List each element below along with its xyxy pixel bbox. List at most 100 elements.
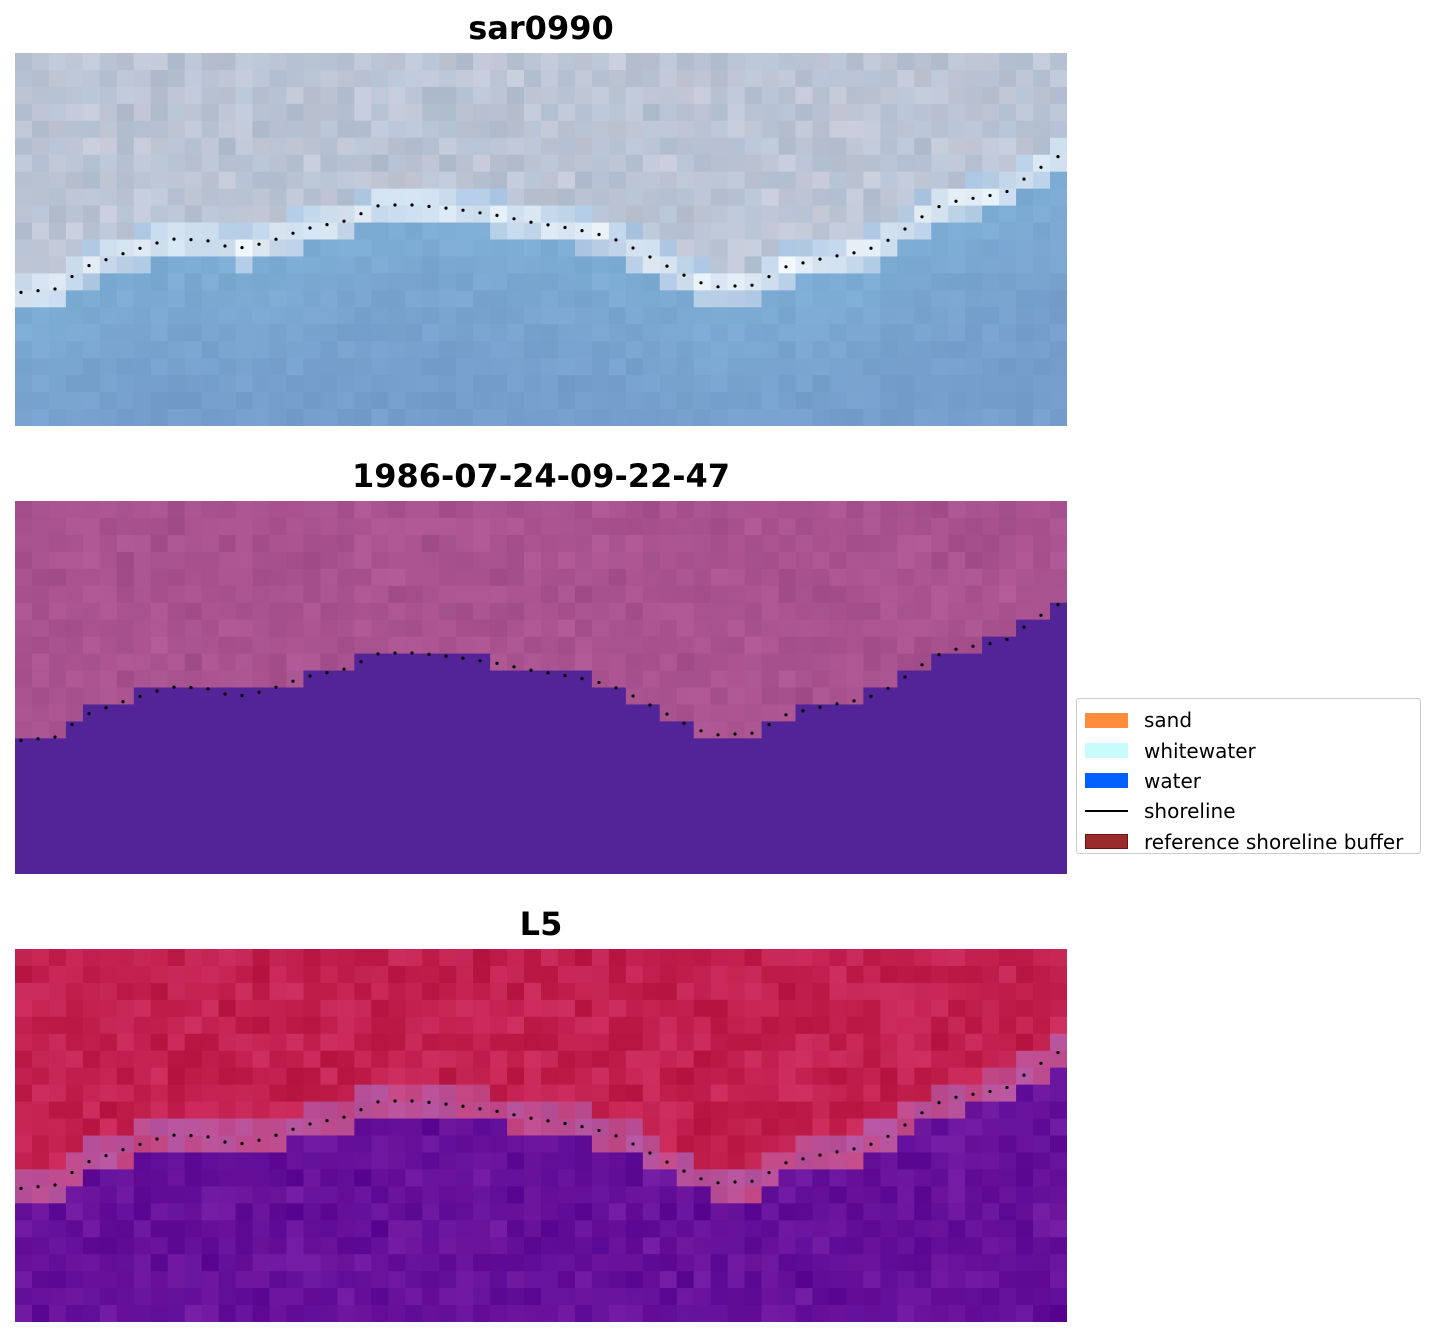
shoreline-point [529,220,533,224]
shoreline-point [291,1127,295,1131]
shoreline-point [597,680,601,685]
legend-item-water: water [1085,766,1412,796]
shoreline-point [835,702,839,706]
shoreline-point [308,226,312,230]
shoreline-point [393,651,397,655]
shoreline-point [699,1177,703,1181]
shoreline-point [801,709,805,713]
legend-label: shoreline [1144,799,1236,824]
legend-item-whitewater: whitewater [1085,735,1412,765]
shoreline-line-swatch [1085,810,1128,813]
shoreline-point [546,223,550,227]
shoreline-point [818,257,822,261]
shoreline-point [512,1113,516,1117]
shoreline-point [308,674,312,678]
shoreline-point [155,241,159,245]
shoreline-point [1039,165,1043,169]
shoreline-point [529,1116,533,1120]
shoreline-point [444,654,448,658]
shoreline-point [512,665,516,669]
raster-pixels [15,949,1067,1322]
shoreline-point [563,1121,567,1126]
shoreline-point [223,1140,227,1144]
shoreline-point [427,204,431,208]
shoreline-point [70,1170,74,1175]
shoreline-point [223,244,227,248]
shoreline-point [631,694,635,698]
shoreline-point [580,677,584,681]
shoreline-point [104,258,108,262]
shoreline-point [308,1122,312,1126]
shoreline-point [172,685,176,689]
shoreline-point [138,694,142,698]
shoreline-point [835,1150,839,1154]
shoreline-point [410,1099,414,1103]
shoreline-point [886,238,890,242]
shoreline-point [172,237,176,241]
shoreline-point [359,212,363,216]
shoreline-point [1039,1061,1043,1065]
shoreline-point [87,1160,91,1164]
shoreline-point [104,1154,108,1158]
shoreline-point [240,1142,244,1146]
shoreline-point [818,705,822,709]
shoreline-point [189,1134,193,1138]
shoreline-point [19,290,23,294]
shoreline-point [1005,637,1009,642]
shoreline-point [1039,613,1043,617]
shoreline-point [155,1137,159,1141]
shoreline-point [750,1179,754,1183]
shoreline-point [852,251,856,255]
shoreline-point [903,1123,907,1127]
panel-title-satellite: L5 [519,905,563,943]
classified-image [15,501,1067,874]
shoreline-point [206,687,210,691]
panel-title-date: 1986-07-24-09-22-47 [351,457,731,495]
shoreline-point [1056,603,1060,607]
shoreline-point [937,1101,941,1105]
shoreline-point [597,1128,601,1133]
shoreline-point [971,644,975,648]
shoreline-point [971,196,975,200]
shoreline-point [1022,1073,1026,1077]
shoreline-point [563,673,567,678]
shoreline-point [138,246,142,250]
index-raster [15,949,1067,1322]
shoreline-point [172,1133,176,1137]
shoreline-point [954,199,958,203]
shoreline-point [988,193,992,198]
shoreline-point [19,738,23,742]
shoreline-point [36,737,40,741]
shoreline-point [784,1161,788,1165]
shoreline-point [716,1181,720,1185]
shoreline-point [495,1109,499,1113]
shoreline-point [665,712,669,716]
shoreline-point [716,733,720,737]
shoreline-point [546,1119,550,1123]
legend-item-buffer: reference shoreline buffer [1085,827,1412,857]
shoreline-point [852,699,856,703]
shoreline-point [376,652,380,656]
sar-rgb-image [15,53,1067,426]
shoreline-point [1056,1051,1060,1055]
shoreline-point [325,1119,329,1123]
shoreline-point [767,723,771,727]
shoreline-point [274,685,278,689]
shoreline-point [580,229,584,233]
shoreline-point [206,1135,210,1139]
shoreline-point [138,1142,142,1146]
shoreline-point [614,1134,618,1138]
water-swatch [1085,773,1128,789]
shoreline-point [359,1108,363,1112]
shoreline-point [920,1111,924,1115]
shoreline-point [1005,1085,1009,1090]
buffer-swatch [1085,834,1128,850]
shoreline-point [682,1169,686,1173]
shoreline-point [903,227,907,231]
shoreline-point [427,1100,431,1104]
shoreline-point [393,1099,397,1103]
shoreline-point [223,692,227,696]
legend-item-sand: sand [1085,705,1412,735]
shoreline-point [580,1125,584,1129]
shoreline-point [886,686,890,690]
